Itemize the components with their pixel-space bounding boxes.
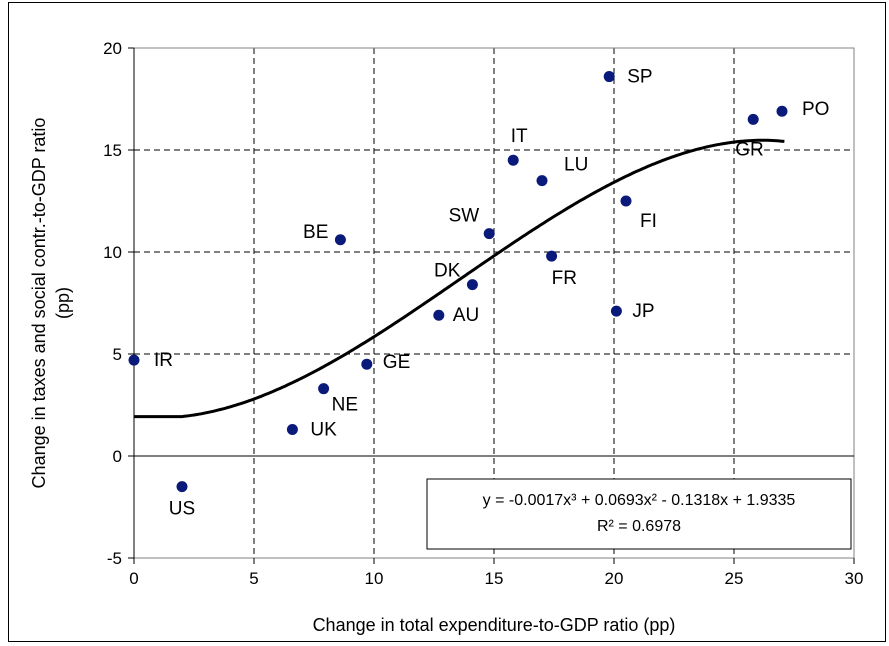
y-tick-label: -5 bbox=[107, 549, 122, 568]
data-points: IR US UK NE BE GE AU DK SW IT LU FR SP JP FI GR PO bbox=[128, 67, 829, 520]
x-tick-label: 10 bbox=[365, 569, 384, 588]
data-point-sp bbox=[603, 71, 615, 83]
point-label-fr: FR bbox=[552, 268, 577, 289]
chart-frame: 0 5 10 15 20 25 30 -5 0 5 10 15 20 IR US UK NE BE GE AU DK S… bbox=[8, 2, 886, 642]
x-tick-label: 15 bbox=[485, 569, 504, 588]
data-point-gr bbox=[747, 113, 759, 125]
point-label-us: US bbox=[169, 499, 195, 520]
point-label-be: BE bbox=[303, 222, 328, 243]
data-point-dk bbox=[466, 279, 478, 291]
y-axis-title-line-2: (pp) bbox=[53, 287, 73, 319]
x-tick-label: 30 bbox=[845, 569, 864, 588]
y-tick-label: 5 bbox=[113, 345, 122, 364]
x-tick-label: 25 bbox=[725, 569, 744, 588]
equation-box-border bbox=[426, 478, 852, 550]
point-label-ge: GE bbox=[383, 352, 410, 373]
data-point-fr bbox=[546, 250, 558, 262]
point-label-uk: UK bbox=[310, 419, 337, 440]
data-point-it bbox=[507, 154, 519, 166]
scatter-chart: 0 5 10 15 20 25 30 -5 0 5 10 15 20 IR US UK NE BE GE AU DK S… bbox=[29, 39, 863, 635]
point-label-sw: SW bbox=[449, 206, 480, 227]
data-point-jp bbox=[610, 305, 622, 317]
point-label-lu: LU bbox=[564, 155, 588, 176]
equation-box: y = -0.0017x³ + 0.0693x² - 0.1318x + 1.9… bbox=[426, 478, 852, 550]
data-point-ne bbox=[318, 383, 330, 395]
grid-lines bbox=[134, 48, 854, 558]
y-tick-label: 15 bbox=[103, 141, 122, 160]
y-tick-label: 0 bbox=[113, 447, 122, 466]
x-tick-label: 5 bbox=[249, 569, 258, 588]
data-point-au bbox=[433, 309, 445, 321]
point-label-ir: IR bbox=[154, 350, 173, 371]
point-label-jp: JP bbox=[632, 301, 654, 322]
x-tick-label: 20 bbox=[605, 569, 624, 588]
data-point-ge bbox=[361, 358, 373, 370]
point-label-ne: NE bbox=[332, 395, 358, 416]
point-label-sp: SP bbox=[627, 67, 652, 88]
x-axis-title: Change in total expenditure-to-GDP ratio… bbox=[313, 615, 676, 635]
y-tick-label: 10 bbox=[103, 243, 122, 262]
point-label-gr: GR bbox=[735, 139, 764, 160]
axis-ticks: 0 5 10 15 20 25 30 -5 0 5 10 15 20 bbox=[103, 39, 863, 588]
data-point-ir bbox=[128, 354, 140, 366]
point-label-it: IT bbox=[511, 126, 528, 147]
data-point-po bbox=[776, 105, 788, 117]
point-label-po: PO bbox=[802, 99, 829, 120]
data-point-fi bbox=[620, 195, 632, 207]
data-point-uk bbox=[286, 423, 298, 435]
y-axis-title-line-1: Change in taxes and social contr.-to-GDP… bbox=[29, 118, 49, 489]
data-point-lu bbox=[536, 175, 548, 187]
trendline bbox=[134, 138, 785, 419]
point-label-fi: FI bbox=[640, 211, 657, 232]
y-tick-label: 20 bbox=[103, 39, 122, 58]
data-point-sw bbox=[483, 228, 495, 240]
point-label-dk: DK bbox=[434, 261, 461, 282]
point-label-au: AU bbox=[453, 305, 479, 326]
trend-equation: y = -0.0017x³ + 0.0693x² - 0.1318x + 1.9… bbox=[483, 492, 796, 509]
data-point-us bbox=[176, 481, 188, 493]
y-axis-title: Change in taxes and social contr.-to-GDP… bbox=[29, 118, 73, 489]
data-point-be bbox=[334, 234, 346, 246]
r-squared: R² = 0.6978 bbox=[597, 518, 681, 535]
x-tick-label: 0 bbox=[129, 569, 138, 588]
